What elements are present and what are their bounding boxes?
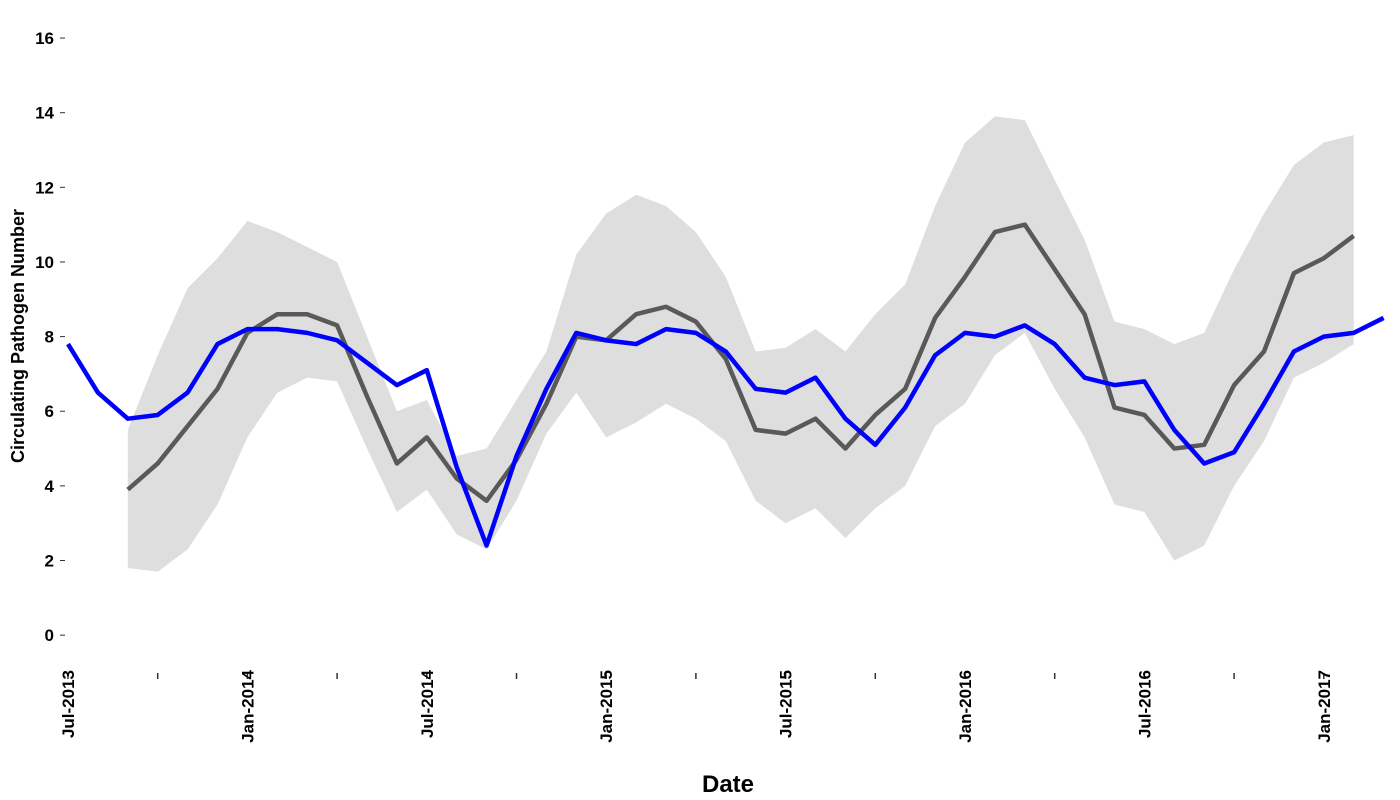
series-line (126, 222, 1356, 504)
y-tick-label: 2 (45, 552, 54, 571)
x-tick-label: Jul-2015 (777, 670, 796, 738)
series-line (66, 315, 1385, 548)
y-tick-label: 12 (35, 178, 54, 197)
x-tick-label: Jan-2016 (956, 670, 975, 743)
x-tick-label: Jul-2014 (418, 669, 437, 738)
y-tick-label: 4 (45, 477, 55, 496)
x-tick-label: Jan-2014 (238, 669, 257, 742)
x-tick-label: Jan-2015 (597, 670, 616, 743)
y-axis-title: Circulating Pathogen Number (8, 209, 28, 463)
y-tick-label: 8 (45, 328, 54, 347)
y-tick-label: 10 (35, 253, 54, 272)
x-tick-label: Jan-2017 (1315, 670, 1334, 743)
confidence-band (127, 116, 1354, 572)
x-axis-title: Date (702, 771, 754, 798)
x-tick-label: Jul-2016 (1135, 670, 1154, 738)
x-tick-label: Jul-2013 (59, 670, 78, 738)
y-tick-label: 16 (35, 29, 54, 48)
y-tick-label: 14 (35, 104, 54, 123)
y-tick-label: 6 (45, 402, 54, 421)
y-tick-label: 0 (45, 626, 54, 645)
